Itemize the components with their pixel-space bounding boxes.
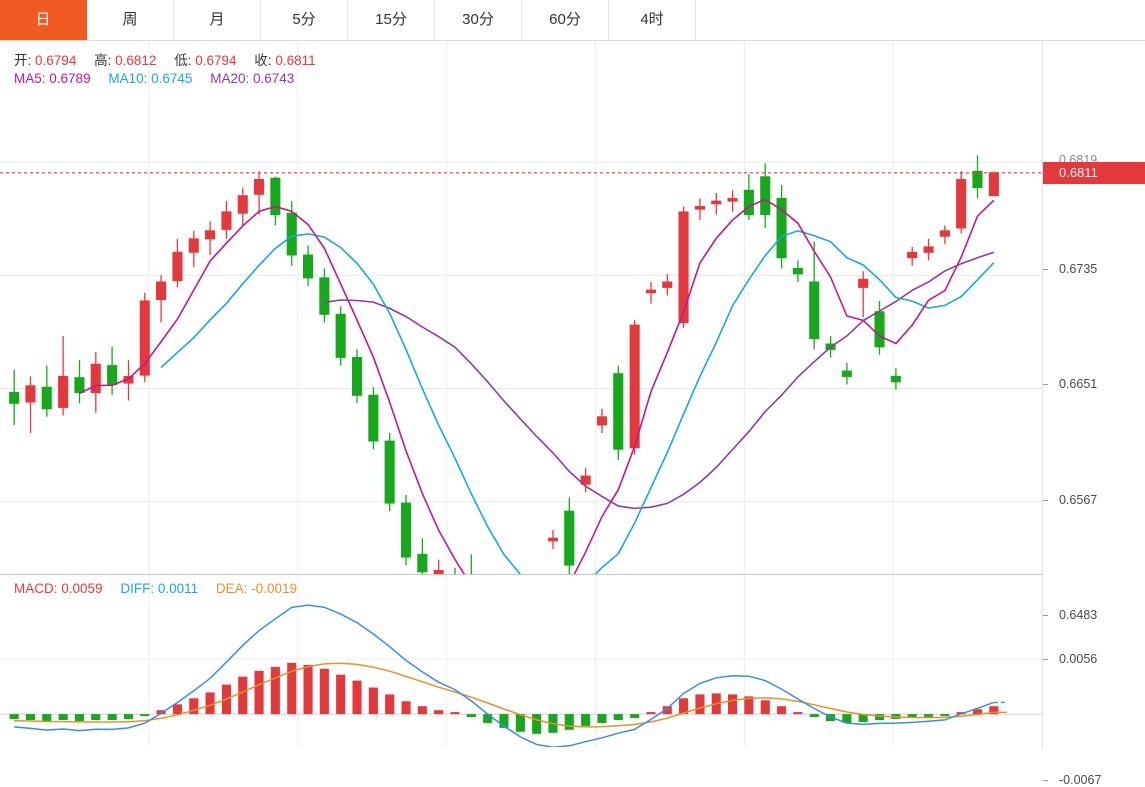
- tab-month[interactable]: 月: [174, 0, 261, 40]
- macd-axis-tickmark-1: [1043, 780, 1048, 781]
- candlestick-svg: [0, 41, 1042, 574]
- price-chart-pane[interactable]: [0, 41, 1043, 575]
- price-axis: 0.6819 0.6811 0.6735 0.6651 0.6567 0.648…: [1043, 41, 1145, 787]
- axis-tickmark-1: [1043, 269, 1048, 270]
- tab-15min[interactable]: 15分: [348, 0, 435, 40]
- tab-4hour[interactable]: 4时: [609, 0, 696, 40]
- tab-15min-label: 15分: [375, 11, 407, 28]
- macd-svg: [0, 575, 1042, 747]
- axis-tickmark-3: [1043, 500, 1048, 501]
- macd-axis-tick-1: -0.0067: [1059, 773, 1102, 787]
- price-axis-tick-4: 0.6483: [1059, 608, 1098, 622]
- tab-4hour-label: 4时: [640, 11, 664, 28]
- tab-5min-label: 5分: [292, 11, 316, 28]
- chart-container[interactable]: 开: 0.6794 高: 0.6812 低: 0.6794 收: 0.6811 …: [0, 41, 1145, 787]
- axis-tickmark-4: [1043, 615, 1048, 616]
- timeframe-tabbar: 日 周 月 5分 15分 30分 60分 4时: [0, 0, 1145, 41]
- tab-week-label: 周: [122, 11, 138, 28]
- tab-30min[interactable]: 30分: [435, 0, 522, 40]
- tab-60min[interactable]: 60分: [522, 0, 609, 40]
- tab-week[interactable]: 周: [87, 0, 174, 40]
- tab-day-label: 日: [35, 11, 51, 28]
- tab-30min-label: 30分: [462, 11, 494, 28]
- tab-60min-label: 60分: [549, 11, 581, 28]
- last-price-tag: 0.6811: [1043, 162, 1145, 184]
- tab-day[interactable]: 日: [0, 0, 87, 40]
- tab-month-label: 月: [209, 11, 225, 28]
- tab-5min[interactable]: 5分: [261, 0, 348, 40]
- price-axis-tick-2: 0.6651: [1059, 377, 1098, 391]
- axis-tickmark-2: [1043, 384, 1048, 385]
- macd-chart-pane[interactable]: [0, 575, 1043, 747]
- macd-axis-tick-0: 0.0056: [1059, 652, 1098, 666]
- price-axis-tick-1: 0.6735: [1059, 262, 1098, 276]
- macd-axis-tickmark-0: [1043, 659, 1048, 660]
- price-axis-tick-3: 0.6567: [1059, 493, 1098, 507]
